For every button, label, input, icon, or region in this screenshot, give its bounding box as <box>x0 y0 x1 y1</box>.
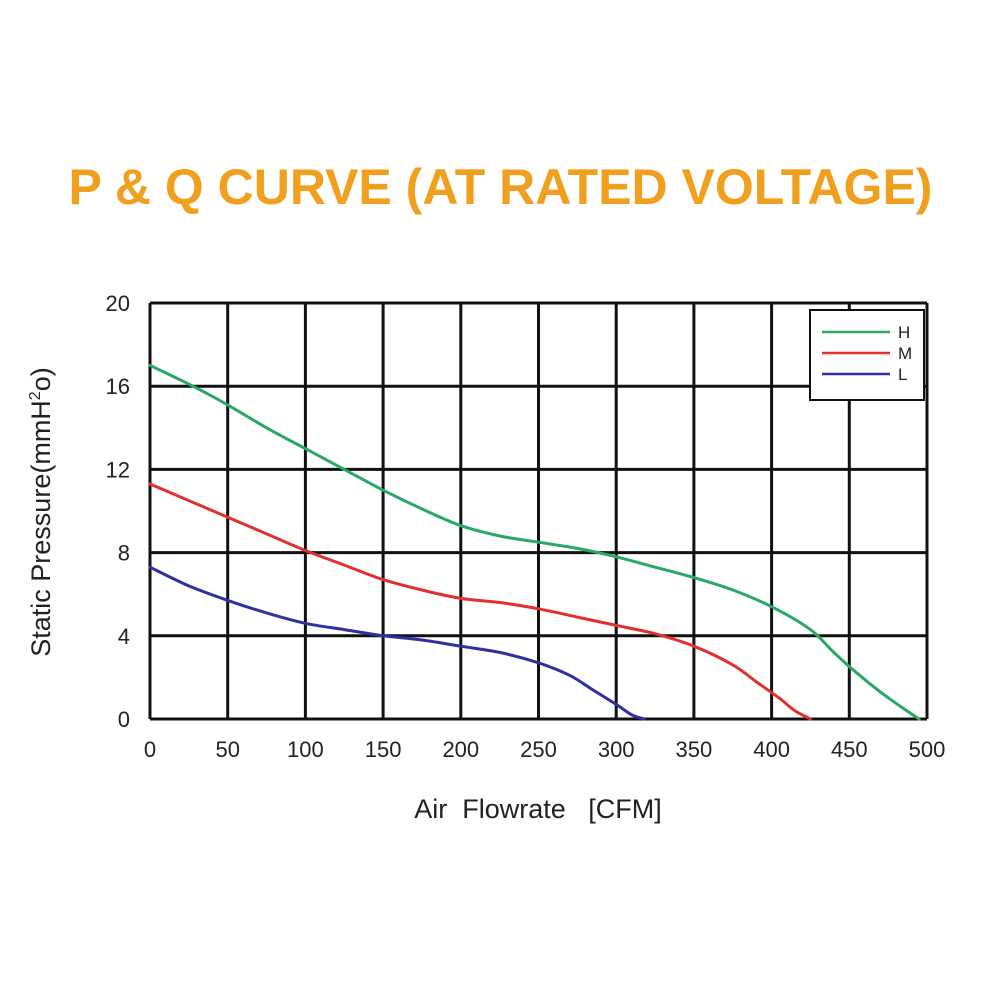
legend: HML <box>809 309 925 401</box>
x-tick-label: 250 <box>520 737 557 762</box>
y-tick-labels: 0 4 8 12 16 20 <box>106 291 130 732</box>
x-tick-label: 0 <box>144 737 156 762</box>
x-tick-label: 400 <box>753 737 790 762</box>
x-tick-labels: 0 50 100 150 200 250 300 350 400 450 500 <box>144 737 945 762</box>
x-tick-label: 100 <box>287 737 324 762</box>
series-line-h <box>148 363 921 721</box>
x-tick-label: 200 <box>442 737 479 762</box>
series-line-m <box>148 482 812 721</box>
series-lines <box>148 363 921 721</box>
chart-title: P & Q CURVE (AT RATED VOLTAGE) <box>68 159 933 215</box>
series-line-l <box>148 565 646 721</box>
y-tick-label: 20 <box>106 291 130 316</box>
legend-label-m: M <box>898 344 912 363</box>
x-tick-label: 450 <box>831 737 868 762</box>
x-tick-label: 150 <box>365 737 402 762</box>
y-tick-label: 12 <box>106 457 130 482</box>
x-tick-label: 350 <box>676 737 713 762</box>
x-axis-label: Air Flowrate [CFM] <box>414 794 662 824</box>
legend-label-l: L <box>898 365 907 384</box>
y-axis-label: Static Pressure(mmH2o) <box>26 367 56 656</box>
y-axis-label-main: Static Pressure(mmH <box>26 400 56 657</box>
grid <box>148 301 929 721</box>
y-tick-label: 16 <box>106 374 130 399</box>
x-tick-label: 500 <box>909 737 946 762</box>
x-tick-label: 300 <box>598 737 635 762</box>
legend-box <box>809 309 925 401</box>
y-axis-label-superscript: 2 <box>27 391 44 400</box>
legend-label-h: H <box>898 323 910 342</box>
y-axis-label-end: o) <box>26 367 56 391</box>
y-tick-label: 0 <box>118 707 130 732</box>
x-tick-label: 50 <box>215 737 239 762</box>
y-tick-label: 4 <box>118 624 130 649</box>
y-tick-label: 8 <box>118 541 130 566</box>
